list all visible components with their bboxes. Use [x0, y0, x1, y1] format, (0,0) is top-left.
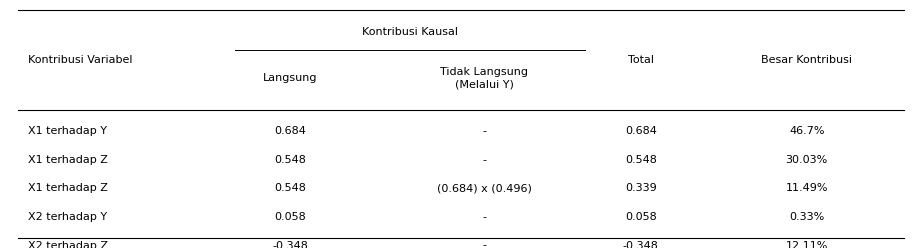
- Text: Langsung: Langsung: [263, 73, 318, 83]
- Text: Kontribusi Kausal: Kontribusi Kausal: [362, 27, 458, 37]
- Text: X1 terhadap Y: X1 terhadap Y: [28, 126, 107, 136]
- Text: X2 terhadap Z: X2 terhadap Z: [28, 241, 108, 248]
- Text: 0.339: 0.339: [625, 184, 656, 193]
- Text: -: -: [482, 126, 486, 136]
- Text: 0.058: 0.058: [625, 212, 656, 222]
- Text: 0.548: 0.548: [625, 155, 656, 165]
- Text: (0.684) x (0.496): (0.684) x (0.496): [437, 184, 531, 193]
- Text: X2 terhadap Y: X2 terhadap Y: [28, 212, 107, 222]
- Text: X1 terhadap Z: X1 terhadap Z: [28, 155, 108, 165]
- Text: -: -: [482, 212, 486, 222]
- Text: 46.7%: 46.7%: [789, 126, 824, 136]
- Text: 0.548: 0.548: [275, 155, 306, 165]
- Text: 0.548: 0.548: [275, 184, 306, 193]
- Text: -: -: [482, 155, 486, 165]
- Text: -0.348: -0.348: [273, 241, 308, 248]
- Text: -: -: [482, 241, 486, 248]
- Text: 12.11%: 12.11%: [786, 241, 828, 248]
- Text: Total: Total: [628, 55, 654, 65]
- Text: 11.49%: 11.49%: [786, 184, 828, 193]
- Text: 0.684: 0.684: [275, 126, 306, 136]
- Text: 0.33%: 0.33%: [789, 212, 824, 222]
- Text: 30.03%: 30.03%: [786, 155, 828, 165]
- Text: Tidak Langsung
(Melalui Y): Tidak Langsung (Melalui Y): [440, 67, 528, 89]
- Text: 0.684: 0.684: [625, 126, 656, 136]
- Text: Besar Kontribusi: Besar Kontribusi: [762, 55, 852, 65]
- Text: X1 terhadap Z: X1 terhadap Z: [28, 184, 108, 193]
- Text: Kontribusi Variabel: Kontribusi Variabel: [28, 55, 132, 65]
- Text: 0.058: 0.058: [275, 212, 306, 222]
- Text: -0.348: -0.348: [623, 241, 658, 248]
